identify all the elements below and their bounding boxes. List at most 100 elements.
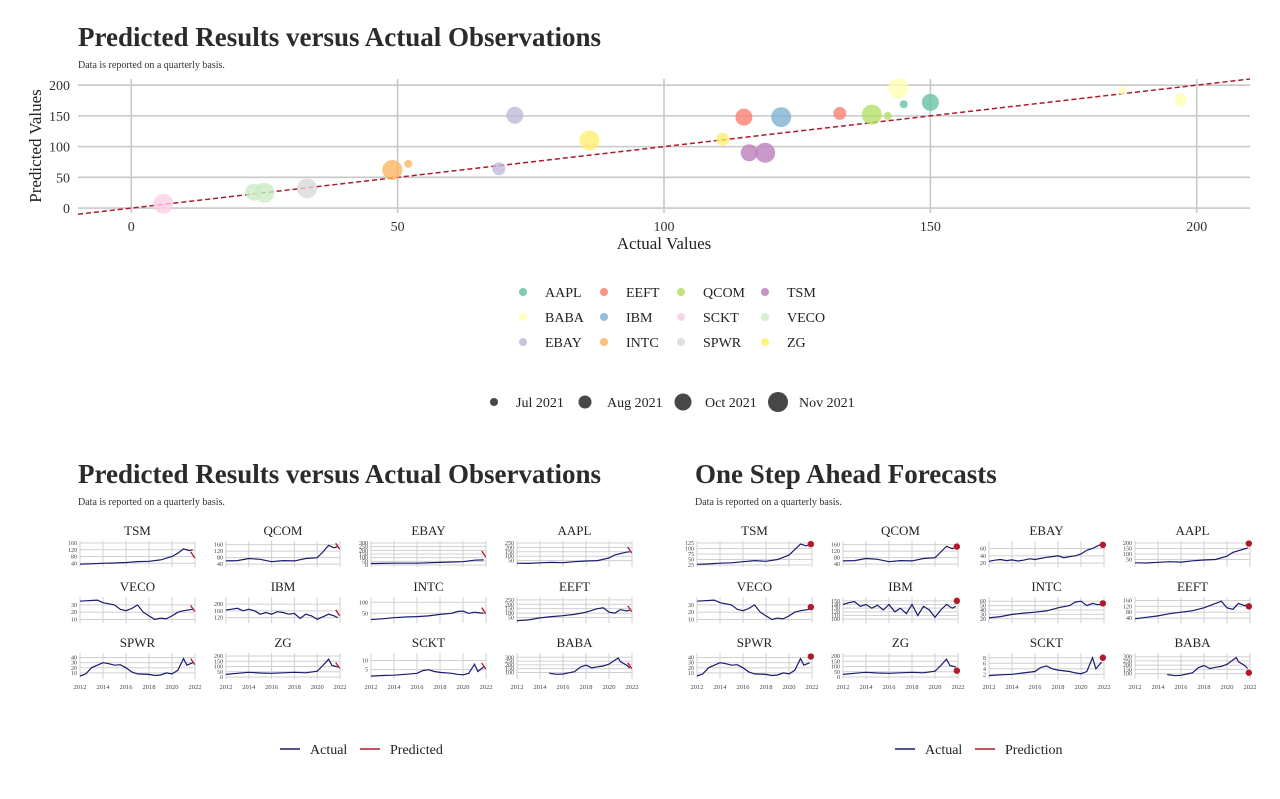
panel-y-tick-label: 30 — [688, 603, 694, 609]
panel-x-tick-label: 2012 — [74, 684, 87, 691]
panel-y-tick-label: 150 — [505, 550, 514, 556]
scatter-point-baba — [1118, 86, 1127, 95]
y-tick-label: 50 — [56, 171, 70, 186]
size-legend-label: Aug 2021 — [607, 396, 663, 411]
panel-x-tick-label: 2012 — [691, 684, 704, 691]
x-tick-label: 50 — [391, 220, 405, 235]
scatter-point-baba — [1174, 93, 1188, 107]
legend-label-aapl: AAPL — [545, 286, 582, 301]
panel-x-tick-label: 2018 — [1198, 684, 1211, 691]
panel-y-tick-label: 160 — [831, 543, 840, 549]
panel-x-tick-label: 2016 — [737, 684, 751, 691]
prediction-point — [807, 653, 815, 660]
panel-y-tick-label: 250 — [359, 545, 368, 551]
prediction-point — [1099, 654, 1107, 661]
panel-title: ZG — [274, 635, 291, 650]
panel-y-tick-label: 30 — [71, 603, 77, 609]
panel-y-tick-label: 100 — [1123, 552, 1132, 558]
panel-x-tick-label: 2022 — [189, 684, 202, 691]
predicted-mark — [335, 609, 341, 617]
panel-y-tick-label: 150 — [831, 599, 840, 605]
panel-title: EBAY — [1029, 523, 1064, 538]
panel-x-tick-label: 2020 — [783, 684, 796, 691]
panel-y-tick-label: 160 — [68, 541, 77, 547]
panel-x-tick-label: 2018 — [288, 684, 301, 691]
panel-y-tick-label: 20 — [71, 610, 77, 616]
scatter-point-eeft — [833, 106, 847, 120]
panel-y-tick-label: 30 — [688, 661, 694, 667]
top-chart-subtitle: Data is reported on a quarterly basis. — [78, 60, 225, 71]
panel-y-tick-label: 200 — [359, 548, 368, 554]
scatter-point-intc — [382, 159, 403, 180]
panel-y-tick-label: 200 — [831, 654, 840, 660]
legend-swatch-sckt — [677, 313, 685, 321]
panel-y-tick-label: 100 — [831, 665, 840, 671]
panel-y-tick-label: 150 — [214, 659, 223, 665]
predicted-mark — [190, 605, 196, 612]
legend-swatch-ibm — [600, 313, 608, 321]
bottom-left-legend-actual-label: Actual — [310, 743, 347, 758]
panel-x-tick-label: 2018 — [1052, 684, 1065, 691]
panel-title: IBM — [888, 579, 913, 594]
panel-y-tick-label: 150 — [505, 607, 514, 613]
panel-y-tick-label: 30 — [980, 612, 986, 618]
predicted-mark — [627, 546, 633, 554]
panel-y-tick-label: 30 — [71, 661, 77, 667]
panel-y-tick-label: 20 — [71, 666, 77, 672]
panel-x-tick-label: 2012 — [1129, 684, 1142, 691]
panel-title: QCOM — [881, 523, 920, 538]
panel-y-tick-label: 300 — [1123, 655, 1132, 661]
actual-line — [696, 543, 810, 565]
predicted-mark — [627, 662, 633, 669]
scatter-point-qcom — [883, 111, 892, 120]
scatter-point-tsm — [755, 142, 776, 163]
panel-y-tick-label: 100 — [505, 670, 514, 676]
y-tick-label: 150 — [49, 110, 70, 125]
legend-label-intc: INTC — [626, 336, 659, 351]
predicted-mark — [481, 607, 487, 615]
panel-x-tick-label: 2022 — [334, 684, 347, 691]
size-legend-label: Oct 2021 — [705, 396, 757, 411]
panel-x-tick-label: 2022 — [480, 684, 493, 691]
actual-line — [549, 657, 631, 675]
panel-y-tick-label: 40 — [71, 656, 77, 662]
panel-y-tick-label: 10 — [71, 618, 77, 624]
panel-y-tick-label: 2 — [983, 672, 986, 678]
panel-title: SPWR — [120, 635, 156, 650]
scatter-point-aapl — [921, 93, 939, 111]
actual-line — [696, 599, 810, 621]
panel-x-tick-label: 2014 — [242, 684, 256, 691]
panel-title: SCKT — [412, 635, 445, 650]
panel-y-tick-label: 50 — [508, 559, 514, 565]
panel-y-tick-label: 50 — [508, 615, 514, 621]
legend-label-zg: ZG — [787, 336, 806, 351]
prediction-point — [953, 543, 961, 550]
panel-y-tick-label: 8 — [983, 656, 986, 662]
panel-y-tick-label: 40 — [71, 561, 77, 567]
panel-y-tick-label: 60 — [980, 547, 986, 553]
predicted-mark — [190, 551, 196, 559]
scatter-point-qcom — [861, 104, 882, 125]
legend-label-eeft: EEFT — [626, 286, 660, 301]
panel-x-tick-label: 2014 — [1006, 684, 1020, 691]
top-chart-title: Predicted Results versus Actual Observat… — [78, 22, 601, 52]
panel-x-tick-label: 2020 — [457, 684, 470, 691]
panel-x-tick-label: 2016 — [557, 684, 571, 691]
y-tick-label: 0 — [63, 202, 70, 217]
panel-x-tick-label: 2014 — [714, 684, 728, 691]
panel-x-tick-label: 2022 — [806, 684, 819, 691]
panel-x-tick-label: 2020 — [603, 684, 616, 691]
prediction-point — [807, 540, 815, 548]
legend-swatch-eeft — [600, 288, 608, 296]
y-tick-label: 200 — [49, 79, 70, 94]
panel-y-tick-label: 50 — [834, 670, 840, 676]
prediction-point — [1245, 603, 1253, 610]
panel-y-tick-label: 40 — [834, 562, 840, 568]
size-legend-label: Jul 2021 — [516, 396, 564, 411]
